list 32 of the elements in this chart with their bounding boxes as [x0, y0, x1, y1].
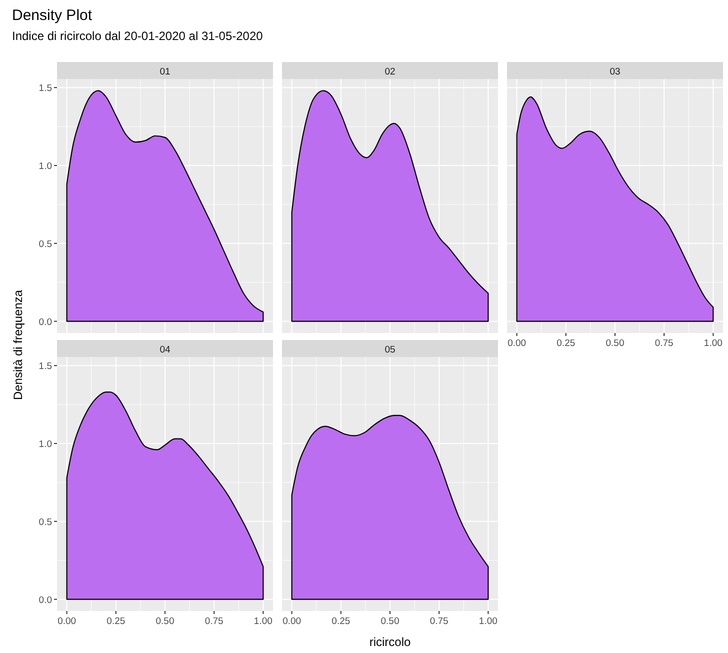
x-tick-label: 0.50 [156, 616, 174, 627]
x-tick-label: 0.00 [58, 616, 76, 627]
chart-title: 01 [160, 66, 170, 78]
x-tick-label: 0.25 [332, 616, 350, 627]
x-tick-label: 0.25 [106, 616, 126, 627]
y-tick-label: 1.0 [38, 160, 52, 172]
text: Indice di ricircolo dal 20-01-2020 al 31-05-2020 [12, 29, 264, 43]
y-tick-label: 0.5 [38, 516, 52, 528]
text: Density Plot [12, 7, 93, 24]
y-tick-label: 1.5 [38, 83, 52, 94]
y-tick-label: 0.5 [38, 238, 52, 250]
chart-title: 02 [384, 66, 396, 78]
chart-title: 03 [610, 66, 620, 78]
x-tick-label: 1.00 [704, 338, 722, 349]
x-tick-label: 0.00 [508, 338, 526, 349]
x-tick-label: 0.75 [430, 616, 448, 627]
x-tick-label: 1.00 [254, 616, 272, 627]
x-tick-label: 0.00 [282, 616, 302, 627]
text: Densità di frequenza [11, 290, 25, 400]
text: ricircolo [369, 635, 411, 649]
y-tick-label: 0.0 [38, 316, 52, 328]
y-tick-label: 1.0 [38, 438, 52, 450]
x-tick-label: 0.75 [654, 338, 674, 349]
x-tick-label: 0.50 [380, 616, 400, 627]
x-tick-label: 1.00 [478, 616, 498, 627]
x-tick-label: 0.50 [606, 338, 624, 349]
chart-title: 04 [160, 344, 170, 356]
y-tick-label: 1.5 [38, 361, 52, 372]
y-tick-label: 0.0 [38, 594, 52, 606]
chart-title: 05 [384, 344, 396, 356]
x-tick-label: 0.25 [556, 338, 576, 349]
x-tick-label: 0.75 [204, 616, 224, 627]
